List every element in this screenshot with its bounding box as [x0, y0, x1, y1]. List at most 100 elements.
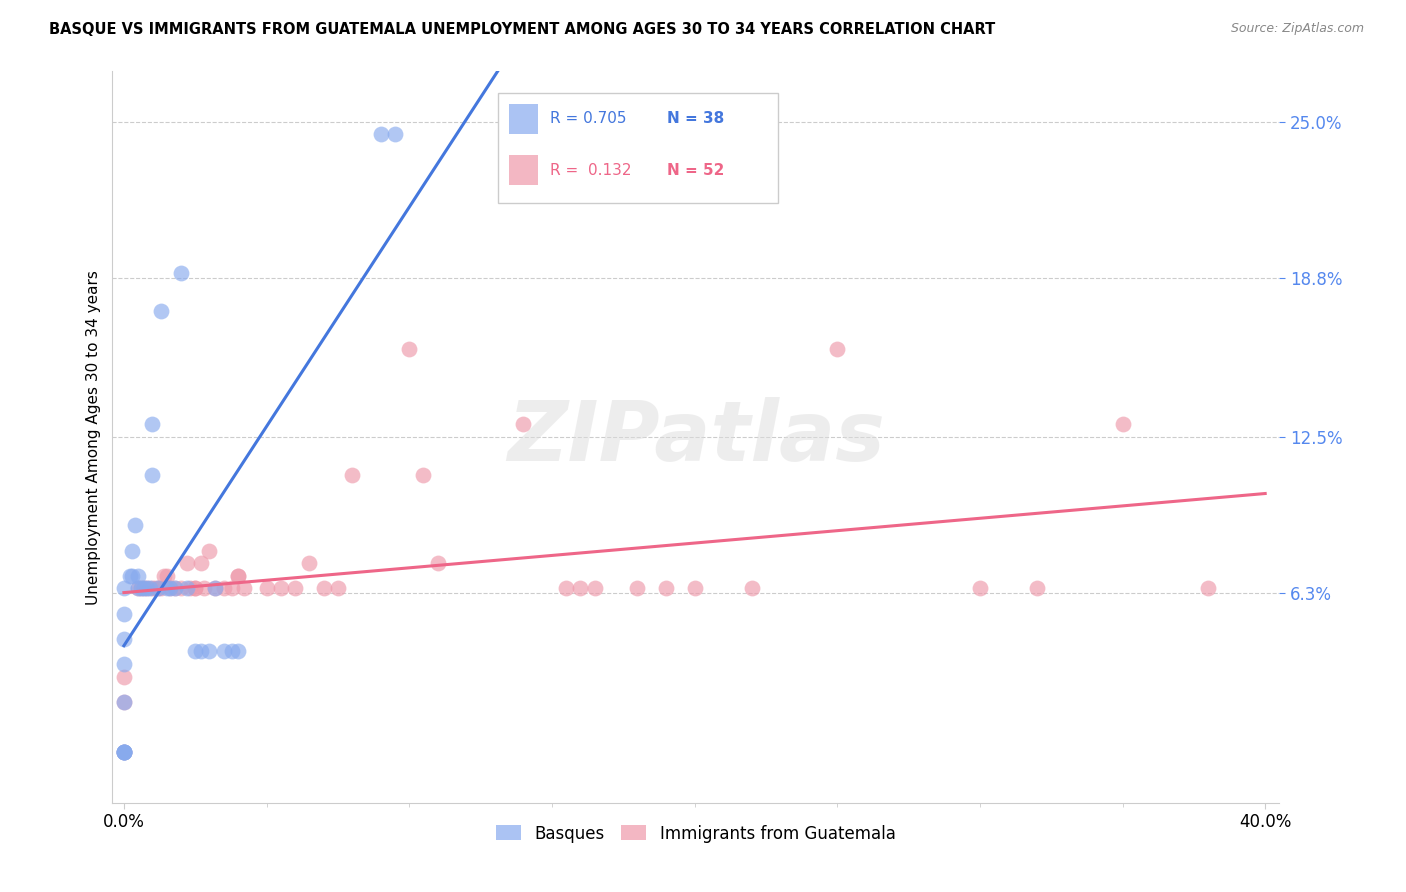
Point — [384, 128, 406, 142]
FancyBboxPatch shape — [498, 94, 778, 203]
Point — [159, 582, 181, 596]
Text: Source: ZipAtlas.com: Source: ZipAtlas.com — [1230, 22, 1364, 36]
Point — [370, 128, 392, 142]
Point — [176, 582, 198, 596]
Point — [1197, 582, 1219, 596]
Text: ZIPatlas: ZIPatlas — [508, 397, 884, 477]
Point — [129, 582, 152, 596]
Point — [112, 745, 135, 759]
Point — [112, 657, 135, 671]
Point — [127, 569, 149, 583]
Point — [555, 582, 578, 596]
Point — [135, 582, 157, 596]
Point — [170, 266, 193, 280]
Point — [226, 569, 249, 583]
Point — [112, 695, 135, 709]
Point — [143, 582, 166, 596]
Point — [198, 543, 221, 558]
Point — [226, 569, 249, 583]
Point — [112, 745, 135, 759]
Point — [212, 582, 235, 596]
Point — [412, 467, 434, 482]
Point — [226, 644, 249, 658]
Point — [129, 582, 152, 596]
Point — [127, 582, 149, 596]
Point — [198, 644, 221, 658]
Point — [256, 582, 278, 596]
Point — [146, 582, 169, 596]
Point — [683, 582, 706, 596]
Point — [112, 695, 135, 709]
Point — [190, 644, 212, 658]
Bar — [509, 155, 538, 185]
Point — [132, 582, 155, 596]
Point — [149, 582, 172, 596]
Point — [1111, 417, 1133, 432]
Bar — [509, 104, 538, 134]
Point — [326, 582, 349, 596]
Point — [141, 467, 163, 482]
Point — [969, 582, 991, 596]
Point — [284, 582, 307, 596]
Point — [153, 569, 176, 583]
Point — [340, 467, 363, 482]
Text: N = 52: N = 52 — [666, 162, 724, 178]
Point — [193, 582, 215, 596]
Point — [270, 582, 292, 596]
Point — [165, 582, 187, 596]
Text: R = 0.705: R = 0.705 — [550, 112, 627, 127]
Point — [112, 745, 135, 759]
Point — [112, 745, 135, 759]
Point — [426, 556, 449, 570]
Point — [146, 582, 169, 596]
Point — [655, 582, 678, 596]
Point — [221, 582, 243, 596]
Point — [298, 556, 321, 570]
Point — [398, 342, 420, 356]
Point — [112, 745, 135, 759]
Point — [127, 582, 149, 596]
Point — [179, 582, 201, 596]
Point — [141, 582, 163, 596]
Point — [1026, 582, 1049, 596]
Y-axis label: Unemployment Among Ages 30 to 34 years: Unemployment Among Ages 30 to 34 years — [86, 269, 101, 605]
Point — [176, 556, 198, 570]
Point — [135, 582, 157, 596]
Point — [121, 543, 143, 558]
Point — [112, 632, 135, 646]
Point — [149, 304, 172, 318]
Point — [204, 582, 226, 596]
Legend: Basques, Immigrants from Guatemala: Basques, Immigrants from Guatemala — [489, 818, 903, 849]
Point — [156, 582, 179, 596]
Point — [512, 417, 534, 432]
Text: BASQUE VS IMMIGRANTS FROM GUATEMALA UNEMPLOYMENT AMONG AGES 30 TO 34 YEARS CORRE: BASQUE VS IMMIGRANTS FROM GUATEMALA UNEM… — [49, 22, 995, 37]
Text: R =  0.132: R = 0.132 — [550, 162, 631, 178]
Point — [124, 518, 146, 533]
Point — [112, 582, 135, 596]
Point — [184, 582, 207, 596]
Point — [112, 670, 135, 684]
Point — [212, 644, 235, 658]
Point — [132, 582, 155, 596]
Point — [121, 569, 143, 583]
Point — [112, 745, 135, 759]
Point — [118, 569, 141, 583]
Point — [184, 582, 207, 596]
Point — [165, 582, 187, 596]
Point — [170, 582, 193, 596]
Point — [184, 644, 207, 658]
Point — [221, 644, 243, 658]
Point — [583, 582, 606, 596]
Point — [141, 417, 163, 432]
Text: N = 38: N = 38 — [666, 112, 724, 127]
Point — [138, 582, 160, 596]
Point — [204, 582, 226, 596]
Point — [159, 582, 181, 596]
Point — [232, 582, 254, 596]
Point — [156, 569, 179, 583]
Point — [312, 582, 335, 596]
Point — [741, 582, 763, 596]
Point — [569, 582, 592, 596]
Point — [825, 342, 848, 356]
Point — [190, 556, 212, 570]
